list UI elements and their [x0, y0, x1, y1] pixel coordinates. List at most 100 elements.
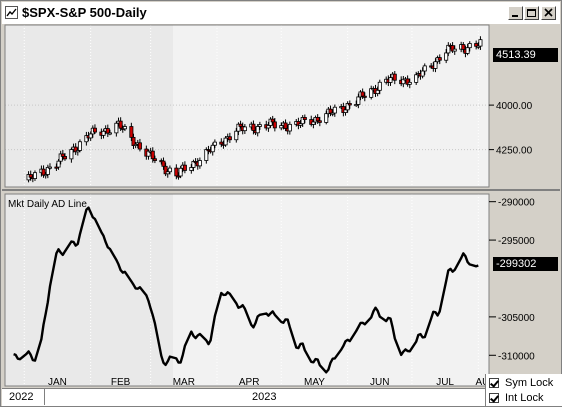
chart-app-icon[interactable]	[5, 6, 18, 19]
candle-body	[58, 153, 63, 162]
candle-body	[174, 167, 179, 177]
candle-body	[43, 174, 48, 177]
ad-tick-label: -290000	[498, 198, 535, 209]
candle-body	[266, 125, 271, 129]
candle-body	[315, 117, 320, 122]
month-label: JUN	[370, 377, 389, 388]
candle-body	[272, 121, 277, 129]
candle-body	[219, 141, 224, 145]
candle-body	[242, 126, 247, 132]
candle-body	[150, 150, 155, 160]
candle-body	[163, 165, 168, 175]
price-panel-frame	[4, 24, 490, 188]
candle-body	[461, 44, 466, 50]
price-value-badge: 4513.39	[493, 48, 558, 62]
minimize-button[interactable]	[508, 6, 523, 20]
month-gridlines	[23, 25, 479, 386]
candle-body	[212, 141, 217, 146]
int-lock-label: Int Lock	[505, 392, 544, 404]
candle-body	[279, 125, 284, 129]
candle-body	[107, 132, 112, 135]
int-lock-toggle[interactable]: Int Lock	[489, 391, 544, 405]
candle-body	[45, 167, 50, 175]
candle-body	[300, 117, 305, 125]
candle-body	[129, 126, 134, 138]
candle-body	[47, 166, 52, 169]
candle-body	[437, 57, 442, 61]
candle-body	[332, 106, 337, 114]
candle-body	[474, 43, 479, 47]
title-bar[interactable]: $SPX-S&P 500-Daily	[2, 2, 560, 24]
candle-body	[60, 153, 65, 157]
lock-panel: Sym Lock Int Lock	[485, 374, 562, 406]
candle-body	[227, 136, 232, 141]
sym-lock-toggle[interactable]: Sym Lock	[489, 376, 553, 390]
maximize-icon	[527, 9, 536, 17]
candle-body	[354, 104, 359, 107]
candle-body	[328, 108, 333, 114]
candle-body	[330, 112, 335, 115]
candle-body	[377, 81, 382, 91]
candle-body	[414, 74, 419, 83]
candle-body	[251, 123, 256, 131]
ad-panel-shade	[5, 194, 173, 386]
candle-body	[362, 95, 367, 98]
candle-body	[197, 160, 202, 167]
ad-axis-ticks: -290000 -295000 -305000 -310000	[489, 198, 535, 362]
candle-body	[191, 161, 196, 168]
candle-body	[360, 91, 365, 97]
year-label-prev: 2022	[9, 391, 34, 403]
candle-body	[146, 150, 151, 157]
ad-line-series	[13, 206, 479, 374]
chart-canvas[interactable]: 4250.00 4000.00 -290000 -295000 -305000 -310…	[2, 24, 560, 388]
candle-body	[152, 158, 157, 161]
candle-body	[450, 45, 455, 52]
year-bar: 2022 2023	[2, 388, 560, 406]
candle-body	[41, 168, 46, 176]
candle-body	[234, 130, 239, 141]
candle-body	[467, 43, 472, 49]
sym-lock-label: Sym Lock	[505, 377, 554, 389]
ad-tick-label: -310000	[498, 351, 535, 362]
candle-body	[161, 160, 166, 167]
candle-body	[347, 103, 352, 106]
ad-value-badge: -299302	[493, 257, 558, 271]
candle-body	[465, 47, 470, 54]
candle-body	[392, 73, 397, 81]
candle-body	[84, 135, 89, 143]
price-panel-shade	[5, 25, 173, 187]
month-label: MAY	[304, 377, 325, 388]
minimize-icon	[512, 15, 518, 17]
close-button[interactable]	[541, 6, 556, 20]
candle-body	[433, 61, 438, 69]
candle-body	[204, 149, 209, 161]
candle-body	[343, 109, 348, 113]
candle-body	[131, 136, 136, 146]
candle-body	[422, 65, 427, 72]
candle-body	[101, 130, 106, 136]
candle-body	[75, 150, 80, 153]
candle-body	[73, 146, 78, 153]
indicator-label: Mkt Daily AD Line	[8, 199, 87, 210]
candle-body	[257, 124, 262, 127]
candle-body	[88, 133, 93, 139]
ad-tick-label: -305000	[498, 313, 535, 324]
candle-body	[452, 48, 457, 52]
int-lock-checkbox[interactable]	[489, 393, 499, 403]
month-label: JUL	[436, 377, 454, 388]
candle-body	[92, 127, 97, 133]
candle-body	[223, 137, 228, 146]
maximize-button[interactable]	[524, 6, 539, 20]
candle-body	[189, 167, 194, 171]
price-candles	[26, 36, 483, 183]
candle-body	[298, 123, 303, 126]
candle-body	[317, 120, 322, 123]
candle-body	[369, 88, 374, 98]
candle-body	[182, 164, 187, 171]
sym-lock-checkbox[interactable]	[489, 378, 499, 388]
candle-body	[476, 45, 481, 48]
candle-body	[345, 103, 350, 111]
candle-body	[32, 172, 37, 179]
year-label-current: 2023	[252, 391, 277, 403]
